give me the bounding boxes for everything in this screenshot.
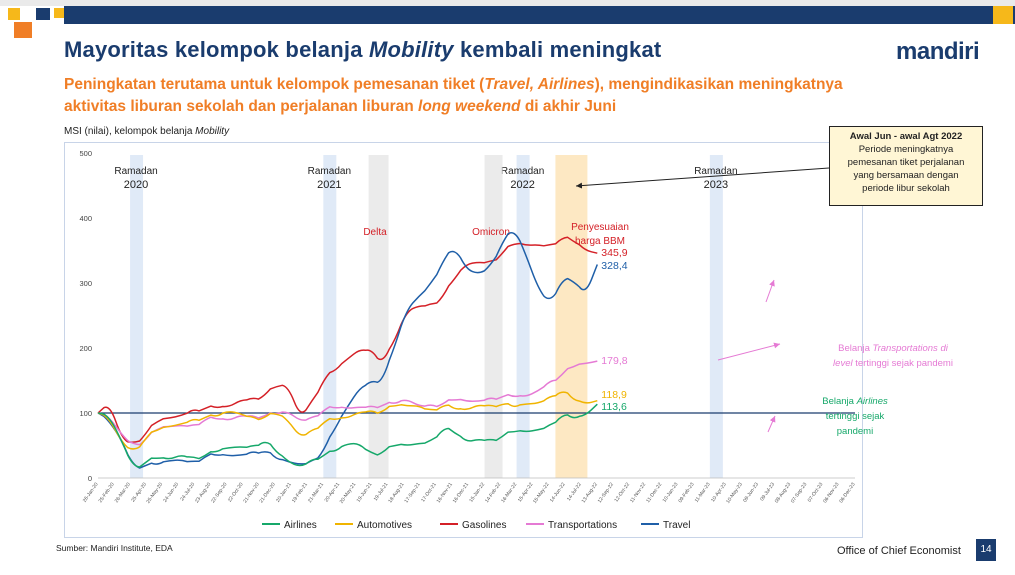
- header-navy-bar: [64, 6, 1015, 24]
- callout-line-1: Periode meningkatnya: [858, 144, 954, 155]
- page-number: 14: [976, 539, 996, 561]
- top-gray-bar: [0, 0, 1015, 6]
- decor-square-right: [993, 6, 1013, 24]
- callout-title: Awal Jun - awal Agt 2022: [849, 131, 963, 142]
- decor-square-yellow: [8, 8, 20, 20]
- decor-square-yellow-2: [54, 8, 64, 18]
- page-subtitle: Peningkatan terutama untuk kelompok peme…: [64, 76, 843, 115]
- source-note: Sumber: Mandiri Institute, EDA: [56, 543, 173, 553]
- decor-square-navy: [36, 8, 50, 20]
- chart-y-label: MSI (nilai), kelompok belanja Mobility: [64, 126, 230, 137]
- callout-box: Awal Jun - awal Agt 2022 Periode meningk…: [829, 126, 983, 206]
- callout-line-3: yang bersamaan dengan: [853, 170, 959, 181]
- page-title: Mayoritas kelompok belanja Mobility kemb…: [64, 37, 662, 62]
- chart-panel: [64, 142, 863, 538]
- callout-line-4: periode libur sekolah: [862, 183, 950, 194]
- callout-line-2: pemesanan tiket perjalanan: [847, 157, 965, 168]
- decor-square-orange: [14, 22, 32, 38]
- office-label: Office of Chief Economist: [837, 545, 961, 557]
- mandiri-logo: mandiri: [896, 38, 980, 65]
